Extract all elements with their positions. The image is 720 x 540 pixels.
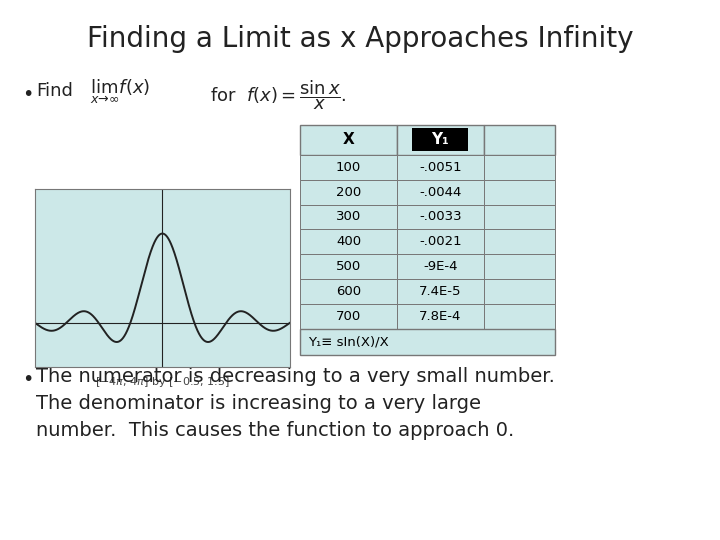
Text: for  $f(x) = \dfrac{\sin x}{x}$.: for $f(x) = \dfrac{\sin x}{x}$.: [210, 78, 347, 112]
Text: •: •: [22, 370, 33, 389]
Text: Find: Find: [36, 82, 73, 100]
Bar: [300, 180, 397, 205]
Bar: [412, 129, 468, 151]
Bar: [300, 125, 397, 155]
Text: 7.8E-4: 7.8E-4: [419, 309, 462, 322]
Bar: [484, 230, 555, 254]
Bar: [397, 230, 484, 254]
Text: 700: 700: [336, 309, 361, 322]
Bar: [484, 254, 555, 279]
Text: Y₁: Y₁: [431, 132, 449, 147]
Bar: [397, 155, 484, 180]
Bar: [484, 180, 555, 205]
Text: 400: 400: [336, 235, 361, 248]
Bar: [484, 155, 555, 180]
Text: -.0044: -.0044: [419, 186, 462, 199]
Bar: [484, 303, 555, 328]
Text: 200: 200: [336, 186, 361, 199]
Bar: [300, 254, 397, 279]
Text: 7.4E-5: 7.4E-5: [419, 285, 462, 298]
Text: -.0021: -.0021: [419, 235, 462, 248]
Text: 100: 100: [336, 161, 361, 174]
Text: 300: 300: [336, 211, 361, 224]
Bar: [300, 279, 397, 303]
Text: [$-4\pi$, $4\pi$] by [$-0.5$, 1.5]: [$-4\pi$, $4\pi$] by [$-0.5$, 1.5]: [95, 375, 230, 389]
Bar: [300, 155, 397, 180]
Text: •: •: [22, 85, 33, 104]
Bar: [397, 279, 484, 303]
Bar: [300, 328, 555, 355]
Bar: [397, 125, 484, 155]
Text: Finding a Limit as x Approaches Infinity: Finding a Limit as x Approaches Infinity: [86, 25, 634, 53]
Text: 600: 600: [336, 285, 361, 298]
Text: -.0051: -.0051: [419, 161, 462, 174]
Text: 500: 500: [336, 260, 361, 273]
Bar: [484, 279, 555, 303]
Text: X: X: [343, 132, 354, 147]
Bar: [484, 205, 555, 230]
Bar: [300, 205, 397, 230]
Text: -.0033: -.0033: [419, 211, 462, 224]
Bar: [484, 125, 555, 155]
Text: $\lim_{x\to\infty} f(x)$: $\lim_{x\to\infty} f(x)$: [90, 78, 150, 106]
Bar: [397, 180, 484, 205]
Bar: [397, 254, 484, 279]
Bar: [397, 303, 484, 328]
Text: The numerator is decreasing to a very small number.
The denominator is increasin: The numerator is decreasing to a very sm…: [36, 367, 555, 441]
Text: Y₁≡ sIn(X)/X: Y₁≡ sIn(X)/X: [307, 335, 388, 348]
Bar: [300, 303, 397, 328]
Bar: [397, 205, 484, 230]
Bar: [300, 230, 397, 254]
Text: -9E-4: -9E-4: [423, 260, 457, 273]
